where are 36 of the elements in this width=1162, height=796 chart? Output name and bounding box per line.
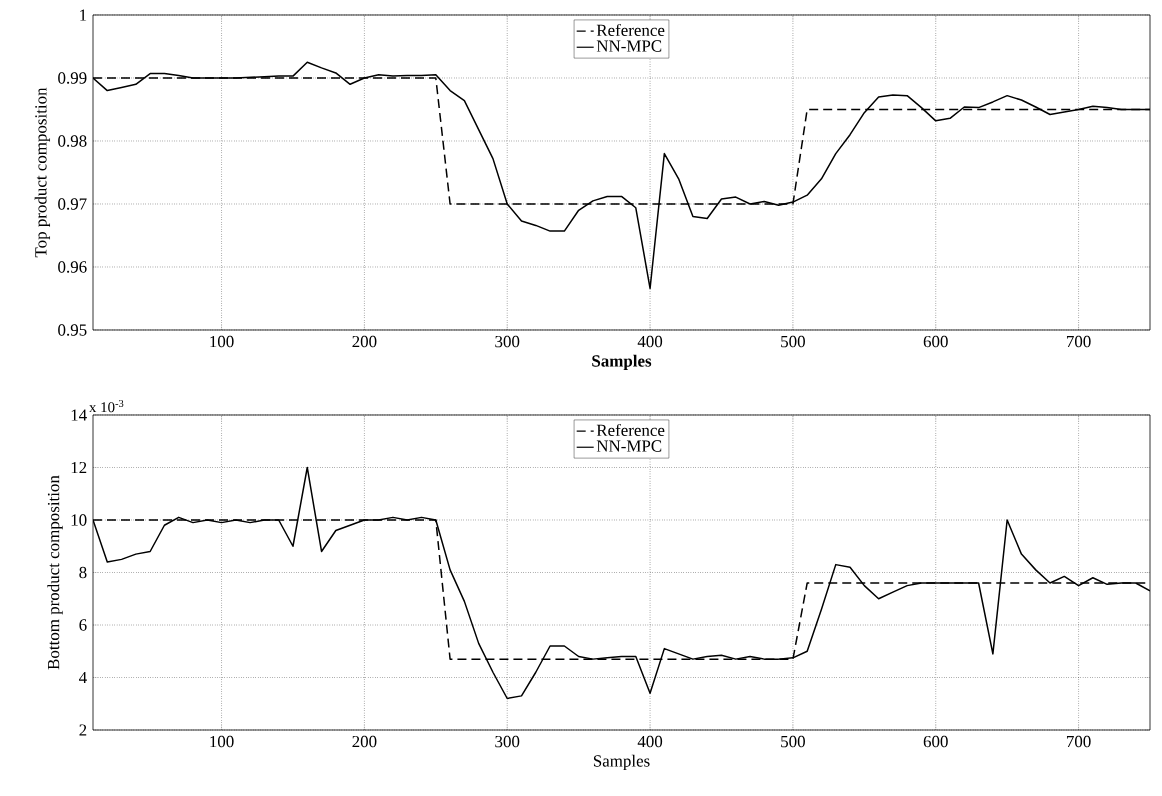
y-tick-label: 0.96 xyxy=(58,261,87,273)
y-tick-label: 0.97 xyxy=(58,198,87,210)
text: x 10$^{-3}$ xyxy=(89,399,124,413)
y-tick-label: 8 xyxy=(79,566,87,579)
x-tick-label: 600 xyxy=(923,335,948,348)
y-tick-label: 0.95 xyxy=(58,324,87,336)
x-tick-label: 700 xyxy=(1066,335,1091,348)
x-tick-label: 300 xyxy=(495,335,520,348)
y-tick-label: 0.98 xyxy=(58,135,87,147)
x-tick-label: 100 xyxy=(210,735,234,748)
y-tick-label: 12 xyxy=(71,461,87,474)
y-tick-label: 6 xyxy=(79,619,87,631)
y-tick-label: 1 xyxy=(80,9,87,21)
legend-label: NN-MPC xyxy=(596,40,662,52)
x-tick-label: 300 xyxy=(495,735,520,748)
y-axis-title: Top product composition xyxy=(34,87,51,258)
x-tick-label: 200 xyxy=(352,335,377,348)
legend-label: Reference xyxy=(596,23,665,37)
y-axis-title: Bottom product composition xyxy=(47,475,63,670)
x-axis-title: Samples xyxy=(592,354,652,371)
legend-label: NN-MPC xyxy=(596,440,662,452)
y-tick-label: 4 xyxy=(79,671,87,684)
x-tick-label: 400 xyxy=(637,335,663,348)
x-tick-label: 600 xyxy=(923,735,948,748)
x-tick-label: 100 xyxy=(210,335,234,348)
x-tick-label: 500 xyxy=(781,335,805,348)
y-tick-label: 2 xyxy=(79,724,87,736)
y-tick-label: 14 xyxy=(71,409,87,421)
legend-label: Reference xyxy=(596,423,665,437)
y-tick-label: 0.99 xyxy=(58,72,87,84)
x-tick-label: 500 xyxy=(781,735,805,748)
x-axis-title: Samples xyxy=(593,754,650,771)
y-tick-label: 10 xyxy=(71,514,87,526)
x-tick-label: 700 xyxy=(1066,735,1091,748)
x-tick-label: 400 xyxy=(637,735,663,748)
x-tick-label: 200 xyxy=(352,735,377,748)
